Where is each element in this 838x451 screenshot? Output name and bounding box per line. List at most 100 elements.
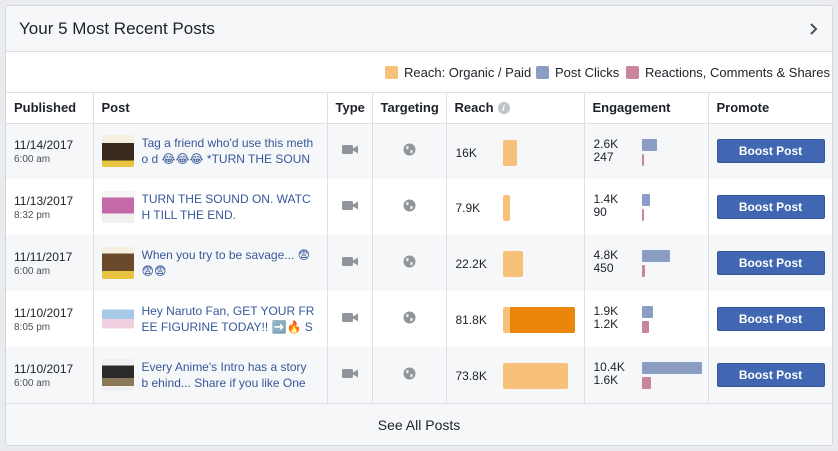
type-cell — [327, 123, 373, 179]
reach-value: 7.9K — [455, 201, 481, 215]
table-row: 11/11/2017 6:00 am When you try to be sa… — [6, 235, 832, 291]
post-clicks-value: 10.4K — [593, 360, 625, 374]
reach-value: 22.2K — [455, 257, 487, 271]
reach-cell: 16K — [446, 123, 585, 179]
targeting-cell — [372, 235, 447, 291]
post-cell: When you try to be savage... 😨 😨😨 — [93, 235, 328, 291]
post-cell: Tag a friend who'd use this metho d 😂😂😂 … — [93, 123, 328, 179]
col-type: Type — [327, 93, 373, 124]
post-clicks-value: 2.6K — [593, 136, 619, 151]
reach-cell: 22.2K — [446, 235, 585, 291]
reactions-bar — [641, 153, 644, 166]
reactions-value: 1.2K — [593, 317, 619, 331]
reach-organic-bar — [502, 195, 510, 221]
globe-icon — [403, 143, 415, 156]
post-clicks-bar — [641, 194, 650, 206]
post-text-link[interactable]: When you try to be savage... 😨 😨😨 — [141, 248, 311, 278]
post-text-link[interactable]: TURN THE SOUND ON. WATCH TILL THE END. — [141, 192, 311, 222]
col-targeting: Targeting — [372, 93, 447, 124]
card-header: Your 5 Most Recent Posts — [6, 6, 832, 52]
legend-reach: Reach: Organic / Paid — [385, 65, 531, 80]
post-date: 11/13/2017 — [14, 193, 74, 208]
info-icon[interactable]: i — [497, 102, 510, 115]
legend-swatch-reach — [385, 66, 398, 79]
published-cell: 11/13/2017 8:32 pm — [6, 179, 94, 235]
published-cell: 11/10/2017 6:00 am — [6, 347, 94, 403]
targeting-cell — [372, 347, 447, 403]
boost-post-button[interactable]: Boost Post — [716, 195, 825, 219]
video-camera-icon — [341, 369, 358, 378]
reactions-value: 90 — [593, 205, 607, 219]
video-camera-icon — [341, 313, 358, 322]
post-clicks-value: 1.4K — [593, 192, 619, 206]
posts-table: Published Post Type Targeting Reach i Eng… — [6, 93, 832, 403]
post-thumbnail[interactable] — [101, 191, 134, 223]
reach-paid-bar — [509, 307, 575, 333]
reach-cell: 81.8K — [446, 291, 585, 347]
promote-cell: Boost Post — [708, 123, 832, 179]
table-row: 11/14/2017 6:00 am Tag a friend who'd us… — [6, 123, 832, 179]
post-thumbnail[interactable] — [101, 359, 134, 391]
table-row: 11/10/2017 6:00 am Every Anime's Intro h… — [6, 347, 832, 403]
post-date: 11/10/2017 — [14, 305, 74, 320]
legend-reactions: Reactions, Comments & Shares — [626, 65, 830, 80]
reactions-value: 450 — [593, 261, 614, 275]
post-time: 8:05 pm — [14, 321, 51, 333]
reach-organic-bar — [502, 363, 568, 389]
engagement-cell: 1.4K 90 — [584, 179, 709, 235]
globe-icon — [403, 255, 415, 268]
published-cell: 11/11/2017 6:00 am — [6, 235, 94, 291]
post-thumbnail[interactable] — [101, 135, 134, 168]
post-clicks-bar — [641, 138, 657, 151]
post-clicks-bar — [641, 362, 702, 374]
promote-cell: Boost Post — [708, 235, 832, 291]
post-text-link[interactable]: Hey Naruto Fan, GET YOUR FR EE FIGURINE … — [141, 304, 315, 334]
boost-post-button[interactable]: Boost Post — [716, 307, 825, 331]
targeting-cell — [372, 291, 447, 347]
reach-cell: 7.9K — [446, 179, 585, 235]
reach-organic-bar — [502, 251, 523, 277]
post-text-link[interactable]: Tag a friend who'd use this metho d 😂😂😂 … — [141, 136, 314, 167]
reach-value: 73.8K — [455, 369, 487, 383]
post-cell: Hey Naruto Fan, GET YOUR FR EE FIGURINE … — [93, 291, 328, 347]
col-reach-label: Reach — [454, 100, 494, 116]
engagement-cell: 10.4K 1.6K — [584, 347, 709, 403]
legend-swatch-reactions — [626, 66, 639, 79]
post-time: 6:00 am — [14, 265, 51, 277]
legend-label: Reactions, Comments & Shares — [645, 65, 830, 80]
post-clicks-bar — [641, 306, 653, 318]
post-text-link[interactable]: Every Anime's Intro has a story b ehind.… — [141, 360, 307, 390]
post-time: 6:00 am — [14, 153, 51, 165]
col-engagement: Engagement — [584, 93, 709, 124]
boost-post-button[interactable]: Boost Post — [716, 251, 825, 275]
engagement-cell: 2.6K 247 — [584, 123, 709, 179]
type-cell — [327, 347, 373, 403]
table-row: 11/13/2017 8:32 pm TURN THE SOUND ON. WA… — [6, 179, 832, 235]
globe-icon — [403, 367, 415, 380]
promote-cell: Boost Post — [708, 291, 832, 347]
promote-cell: Boost Post — [708, 179, 832, 235]
post-thumbnail[interactable] — [101, 247, 134, 279]
boost-post-button[interactable]: Boost Post — [716, 139, 825, 164]
video-camera-icon — [341, 257, 358, 266]
post-thumbnail[interactable] — [101, 303, 134, 335]
post-clicks-value: 4.8K — [593, 248, 619, 262]
type-cell — [327, 291, 373, 347]
col-published: Published — [6, 93, 94, 124]
chart-legend: Reach: Organic / Paid Post Clicks Reacti… — [6, 52, 832, 93]
post-time: 8:32 pm — [14, 209, 51, 221]
post-time: 6:00 am — [14, 377, 51, 389]
reactions-value: 1.6K — [593, 373, 619, 387]
promote-cell: Boost Post — [708, 347, 832, 403]
reach-cell: 73.8K — [446, 347, 585, 403]
see-all-posts-link[interactable]: See All Posts — [6, 403, 832, 445]
reactions-bar — [641, 265, 645, 277]
post-date: 11/11/2017 — [14, 249, 73, 264]
chevron-right-icon[interactable] — [806, 20, 822, 38]
post-clicks-bar — [641, 250, 670, 262]
reach-value: 16K — [455, 145, 477, 160]
video-camera-icon — [341, 201, 358, 210]
reach-organic-bar — [502, 139, 517, 166]
boost-post-button[interactable]: Boost Post — [716, 363, 825, 387]
col-post: Post — [93, 93, 328, 124]
